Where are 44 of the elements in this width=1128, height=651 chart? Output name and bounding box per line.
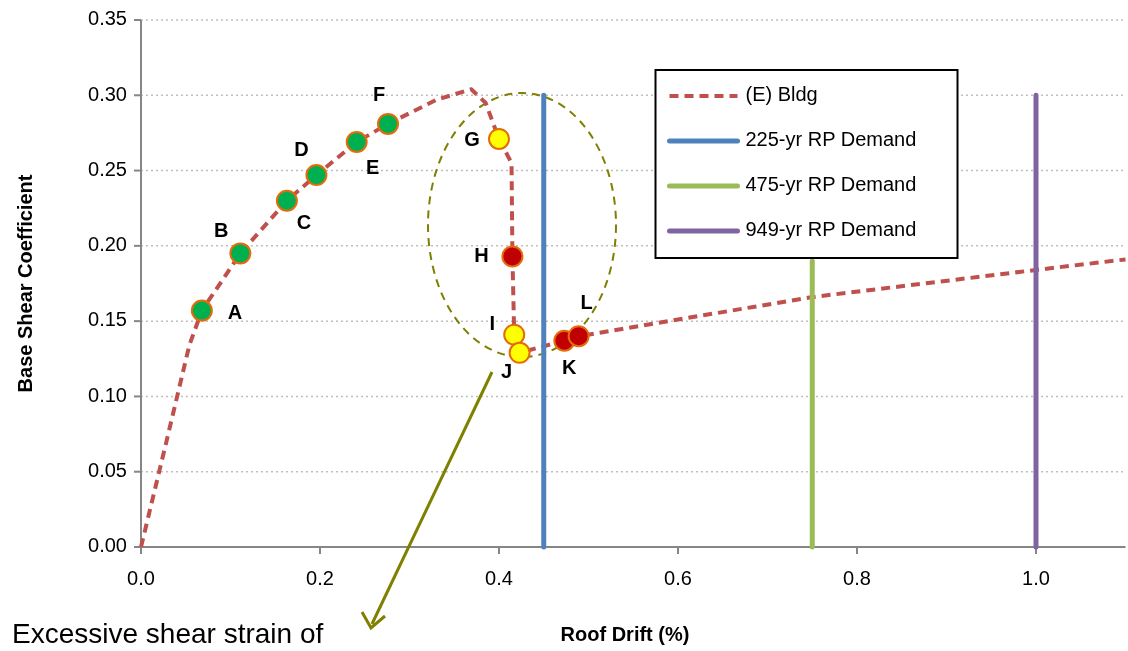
y-tick-label: 0.15 [88,308,127,331]
y-tick-label: 0.00 [88,534,127,557]
legend-label: (E) Bldg [745,83,818,106]
y-tick-label: 0.10 [88,383,127,406]
annotation: C [296,210,312,233]
annotation: A [227,300,243,323]
point [190,299,213,322]
x-axis-title: Roof Drift (%) [560,623,690,645]
point [567,325,590,348]
point [275,189,298,212]
y-tick-label: 0.05 [88,459,127,481]
annotation: J [501,360,513,383]
annotation: H [474,243,489,266]
text: Excessive shear strain of [12,618,324,649]
point [508,341,531,364]
y-tick-label: 0.20 [88,233,127,256]
x-tick-label: 0.4 [485,567,513,589]
y-tick-label: 0.25 [88,157,127,180]
annotation: D [294,138,309,161]
annotation: G [464,128,480,151]
point [305,164,328,187]
y-tick-label: 0.30 [88,82,127,105]
point [503,323,526,346]
x-tick-label: 0.8 [843,567,871,589]
x-tick-label: 1.0 [1022,567,1050,589]
x-tick-label: 0.6 [664,567,692,589]
point [377,112,400,135]
legend-label: 475-yr RP Demand [745,173,917,196]
annotation: K [562,356,578,378]
x-tick-label: 0.2 [306,567,334,589]
point [229,242,252,265]
annotation: F [372,83,386,106]
y-axis-title: Base Shear Coefficient [14,174,36,393]
annotation: I [489,311,495,334]
y-tick-label: 0.35 [88,7,127,30]
point [488,127,510,150]
x-tick-label: 0.0 [127,567,155,589]
point [345,130,368,153]
point [501,245,524,268]
annotation: E [366,156,380,179]
annotation: B [214,218,229,241]
annotation: L [580,291,593,314]
legend-label: 949-yr RP Demand [745,218,917,241]
legend-label: 225-yr RP Demand [745,128,917,151]
